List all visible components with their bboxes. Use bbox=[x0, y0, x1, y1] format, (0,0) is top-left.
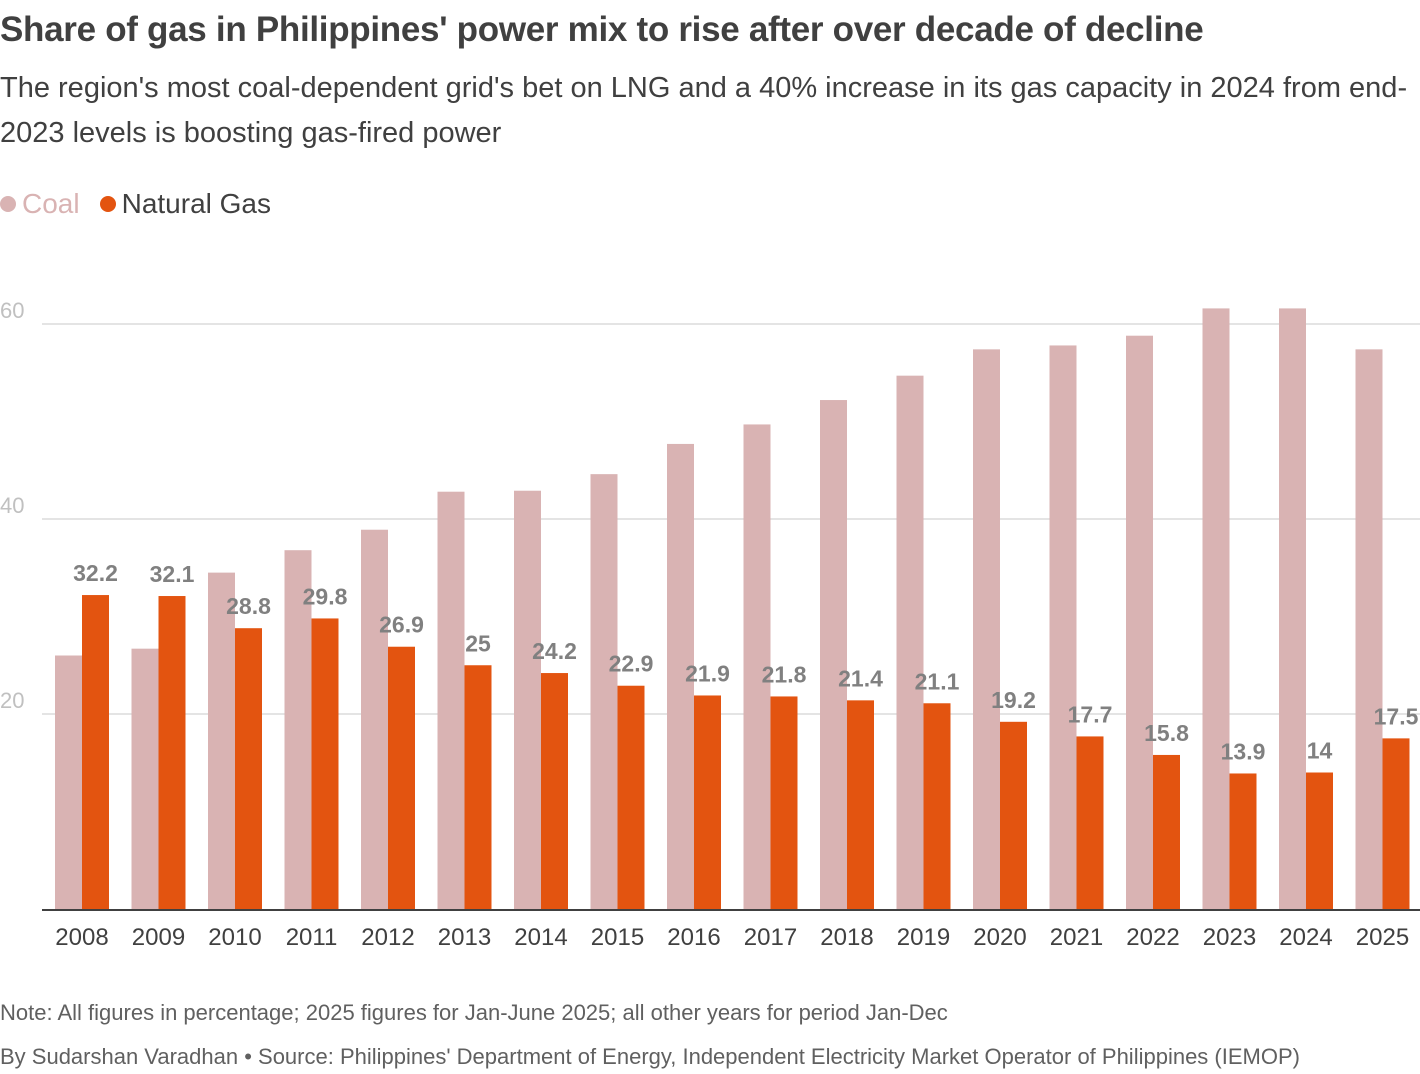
x-tick-label-2011: 2011 bbox=[286, 924, 338, 951]
data-label-gas-2023: 13.9 bbox=[1221, 738, 1266, 764]
bar-gas-2023 bbox=[1229, 773, 1257, 909]
x-tick-label-2014: 2014 bbox=[514, 924, 567, 951]
bar-coal-2019 bbox=[896, 375, 924, 909]
data-label-gas-2012: 26.9 bbox=[379, 612, 424, 638]
bar-gas-2014 bbox=[541, 673, 568, 909]
legend-item-coal: Coal bbox=[0, 188, 80, 220]
bar-coal-2020 bbox=[973, 349, 1000, 910]
bar-coal-2025 bbox=[1355, 349, 1383, 910]
data-label-gas-2009: 32.1 bbox=[150, 561, 195, 587]
legend-label-coal: Coal bbox=[22, 188, 80, 219]
chart-source: By Sudarshan Varadhan • Source: Philippi… bbox=[0, 1044, 1300, 1069]
x-tick-label-2024: 2024 bbox=[1279, 924, 1332, 951]
x-tick-label-2025: 2025 bbox=[1356, 924, 1409, 951]
x-tick-label-2021: 2021 bbox=[1050, 924, 1103, 951]
bar-gas-2025 bbox=[1382, 738, 1410, 909]
bar-coal-2014 bbox=[514, 490, 541, 909]
bar-gas-2016 bbox=[694, 695, 721, 909]
bar-chart: 20 40 60 32.2 2008 32.1 2009 28.8 2010 29.8 2011 26… bbox=[0, 298, 1420, 951]
data-label-gas-2010: 28.8 bbox=[226, 593, 271, 619]
bar-coal-2012 bbox=[361, 529, 388, 909]
x-tick-label-2012: 2012 bbox=[361, 924, 414, 951]
bar-coal-2022 bbox=[1126, 335, 1153, 909]
x-tick-label-2023: 2023 bbox=[1203, 924, 1256, 951]
bar-coal-2021 bbox=[1049, 345, 1077, 909]
x-tick-label-2015: 2015 bbox=[591, 924, 644, 951]
legend-item-gas: Natural Gas bbox=[99, 188, 271, 220]
bar-coal-2016 bbox=[667, 443, 694, 909]
data-label-gas-2021: 17.7 bbox=[1068, 701, 1113, 727]
bar-gas-2017 bbox=[770, 696, 798, 909]
x-tick-label-2008: 2008 bbox=[55, 924, 108, 951]
x-tick-label-2018: 2018 bbox=[820, 924, 873, 951]
bar-gas-2022 bbox=[1153, 754, 1180, 909]
bar-gas-2009 bbox=[158, 596, 186, 909]
bar-gas-2013 bbox=[464, 665, 492, 909]
bar-coal-2023 bbox=[1202, 308, 1230, 909]
bar-coal-2009 bbox=[131, 648, 159, 909]
bar-coal-2013 bbox=[437, 491, 465, 909]
bar-gas-2020 bbox=[1000, 721, 1027, 909]
x-tick-label-2016: 2016 bbox=[667, 924, 720, 951]
legend-swatch-coal bbox=[0, 196, 16, 212]
data-label-gas-2014: 24.2 bbox=[532, 638, 577, 664]
chart-subtitle: The region's most coal-dependent grid's … bbox=[0, 72, 1408, 149]
x-tick-label-2022: 2022 bbox=[1126, 924, 1179, 951]
data-label-gas-2024: 14 bbox=[1307, 738, 1333, 764]
bar-coal-2015 bbox=[590, 474, 618, 909]
data-label-gas-2011: 29.8 bbox=[303, 583, 348, 609]
x-tick-label-2010: 2010 bbox=[208, 924, 261, 951]
legend-label-gas: Natural Gas bbox=[121, 188, 271, 219]
y-tick-label-60: 60 bbox=[0, 298, 24, 323]
x-tick-label-2017: 2017 bbox=[744, 924, 797, 951]
data-label-gas-2015: 22.9 bbox=[609, 651, 654, 677]
chart-note: Note: All figures in percentage; 2025 fi… bbox=[0, 1000, 948, 1025]
bar-gas-2018 bbox=[847, 700, 874, 909]
data-label-gas-2008: 32.2 bbox=[73, 560, 118, 586]
x-tick-label-2020: 2020 bbox=[973, 924, 1026, 951]
bar-gas-2021 bbox=[1076, 736, 1104, 909]
bar-coal-2010 bbox=[208, 572, 235, 909]
y-tick-label-20: 20 bbox=[0, 688, 24, 713]
bar-coal-2017 bbox=[743, 424, 771, 909]
x-tick-label-2013: 2013 bbox=[438, 924, 491, 951]
bar-gas-2011 bbox=[311, 618, 339, 909]
data-label-gas-2016: 21.9 bbox=[685, 660, 730, 686]
bar-coal-2024 bbox=[1279, 308, 1306, 909]
data-label-gas-2013: 25 bbox=[465, 630, 491, 656]
x-tick-label-2019: 2019 bbox=[897, 924, 950, 951]
chart-legend: Coal Natural Gas bbox=[0, 186, 291, 222]
y-tick-label-40: 40 bbox=[0, 493, 24, 518]
chart-title: Share of gas in Philippines' power mix t… bbox=[0, 10, 1204, 49]
bar-gas-2012 bbox=[388, 646, 415, 909]
legend-swatch-gas bbox=[99, 196, 116, 212]
data-label-gas-2017: 21.8 bbox=[762, 661, 807, 687]
bar-gas-2015 bbox=[617, 685, 645, 909]
data-label-gas-2025: 17.5 bbox=[1374, 703, 1419, 729]
bar-gas-2008 bbox=[82, 595, 109, 909]
bar-gas-2019 bbox=[923, 703, 951, 909]
bar-gas-2024 bbox=[1306, 772, 1333, 909]
x-tick-label-2009: 2009 bbox=[132, 924, 185, 951]
data-label-gas-2018: 21.4 bbox=[838, 665, 883, 691]
data-label-gas-2020: 19.2 bbox=[991, 687, 1036, 713]
bar-coal-2018 bbox=[820, 400, 847, 909]
bar-coal-2011 bbox=[284, 550, 312, 909]
bar-coal-2008 bbox=[55, 655, 82, 909]
bar-gas-2010 bbox=[235, 628, 262, 909]
data-label-gas-2019: 21.1 bbox=[915, 668, 960, 694]
data-label-gas-2022: 15.8 bbox=[1144, 720, 1189, 746]
